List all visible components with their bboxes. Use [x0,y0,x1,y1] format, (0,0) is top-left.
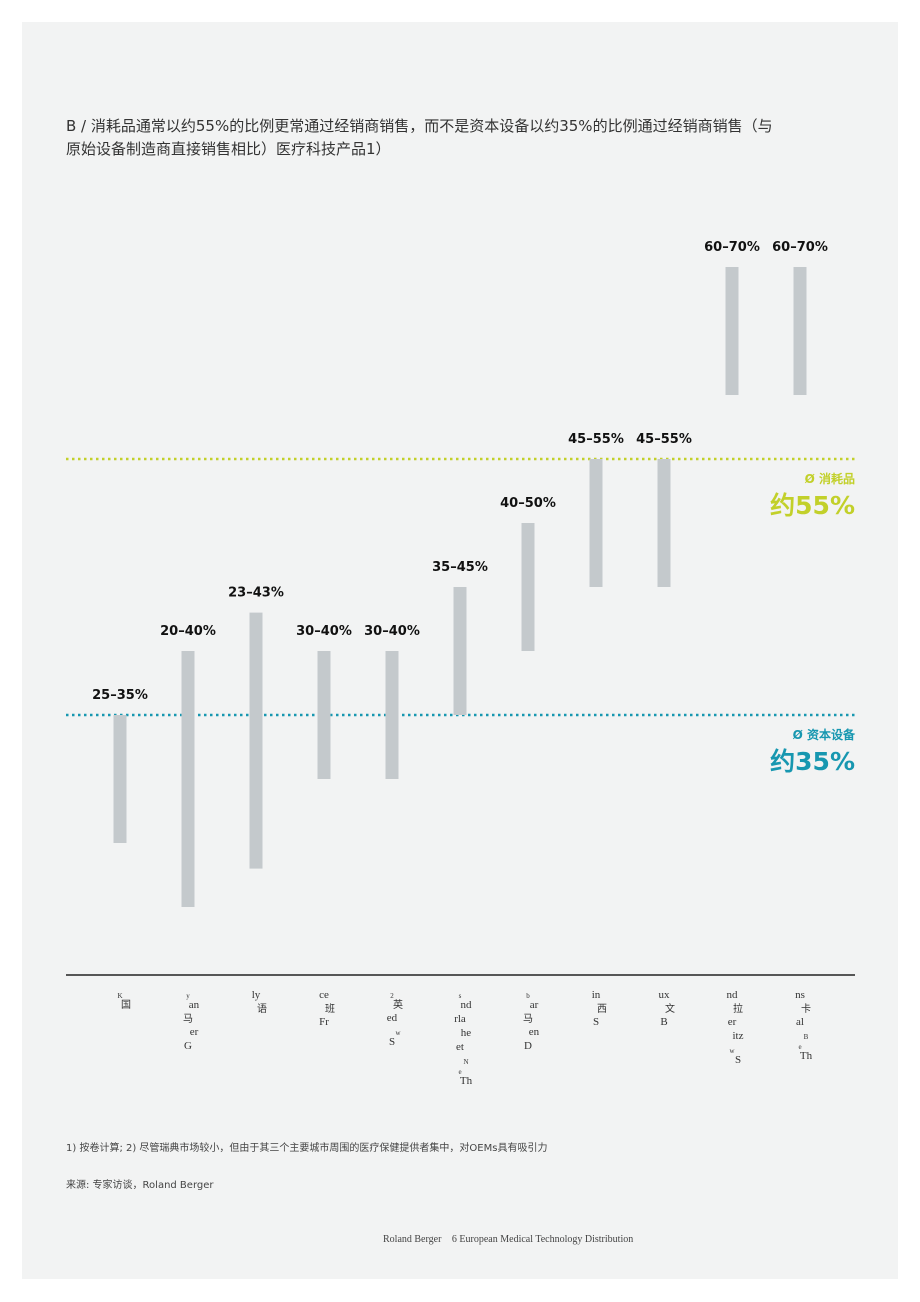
footnote: 1) 按卷计算; 2) 尽管瑞典市场较小，但由于其三个主要城市周围的医疗保健提供… [66,1143,548,1154]
range-bar-5 [385,651,399,779]
range-label-5: 30–40% [364,624,420,639]
range-label-2: 20–40% [160,624,216,639]
category-label-part: 马 [523,1013,533,1025]
category-label-part: al [796,1016,804,1028]
range-bar-4 [317,651,331,779]
category-label-part: en [529,1026,540,1038]
category-label-part: D [524,1040,532,1052]
category-label-part: Th [460,1075,473,1087]
range-bar-7 [521,523,535,651]
reference-line-name-1: Ø 消耗品 [805,471,855,486]
category-label-part: ed [387,1012,398,1024]
category-label-part: an [189,999,200,1011]
category-label-part: 班 [325,1003,335,1015]
category-label-part: y [186,992,190,1000]
category-label-part: s [459,992,462,1000]
category-label-part: Fr [319,1016,329,1028]
category-label-part: 英 [393,998,403,1011]
category-label-part: nd [461,999,473,1011]
range-label-3: 23–43% [228,586,284,601]
category-label-part: w [395,1029,401,1037]
category-label-part: er [190,1026,199,1038]
reference-line-value-2: 约35% [770,747,855,776]
range-label-4: 30–40% [296,624,352,639]
category-label-part: e [798,1043,801,1051]
category-label-part: N [463,1058,468,1066]
category-label-2: yan 马er G [183,992,200,1052]
footer-brand: Roland Berger [383,1234,442,1245]
category-label-part: S [389,1036,395,1048]
category-label-4: ce 班Fr [319,989,335,1028]
category-label-part: 拉 [733,1002,743,1015]
category-label-part: S [735,1054,741,1066]
category-label-part: ns [795,989,805,1001]
category-label-7: bar 马en D [523,992,540,1052]
range-bar-6 [453,587,467,715]
category-label-part: B [660,1016,667,1028]
range-bar-11 [793,267,807,395]
range-bar-1 [113,715,127,843]
page-footer: Roland Berger 6 European Medical Technol… [383,1234,641,1245]
category-label-part: 西 [597,1004,607,1015]
category-label-part: he [461,1027,472,1039]
category-label-part: itz [733,1030,744,1042]
category-label-part: 国 [121,999,131,1011]
category-label-part: Th [800,1050,813,1062]
category-label-part: 语 [257,1003,267,1015]
category-label-part: G [184,1040,192,1052]
category-label-part: e [458,1068,461,1076]
range-bar-9 [657,459,671,587]
source-note: 来源: 专家访谈，Roland Berger [66,1180,214,1191]
range-bar-2 [181,651,195,907]
category-label-part: 马 [183,1013,193,1025]
range-bar-3 [249,612,263,869]
category-label-part: ux [659,989,671,1001]
range-bar-10 [725,267,739,395]
category-label-part: er [728,1016,737,1028]
category-label-part: w [729,1047,735,1055]
range-label-1: 25–35% [92,688,148,703]
category-label-3: ly 语 [252,989,267,1015]
category-label-part: et [456,1041,464,1053]
category-label-part: K [117,992,122,1000]
category-label-part: 卡 [801,1002,811,1015]
reference-line-value-1: 约55% [770,491,855,520]
range-bar-8 [589,459,603,587]
category-label-part: ar [530,999,539,1011]
range-label-11: 60–70% [772,240,828,255]
category-label-part: nd [727,989,739,1001]
category-label-part: B [804,1033,809,1041]
category-label-part: ce [319,989,329,1001]
range-label-7: 40–50% [500,496,556,511]
range-label-6: 35–45% [432,560,488,575]
category-label-part: 文 [665,1002,675,1015]
range-label-9: 45–55% [636,432,692,447]
category-label-part: b [526,992,530,1000]
category-label-part: ly [252,989,261,1001]
category-label-part: rla [454,1013,466,1025]
chart-title: B / 消耗品通常以约55%的比例更常通过经销商销售，而不是资本设备以约35%的… [66,117,773,158]
footer-page-title: 6 European Medical Technology Distributi… [451,1234,634,1245]
category-label-part: S [593,1016,599,1028]
category-label-8: in 西S [592,989,607,1028]
range-label-8: 45–55% [568,432,624,447]
range-label-10: 60–70% [704,240,760,255]
category-label-part: in [592,989,601,1001]
category-label-1: K国 [117,992,131,1011]
reference-line-name-2: Ø 资本设备 [793,727,856,742]
category-label-part: 2 [390,992,394,1000]
